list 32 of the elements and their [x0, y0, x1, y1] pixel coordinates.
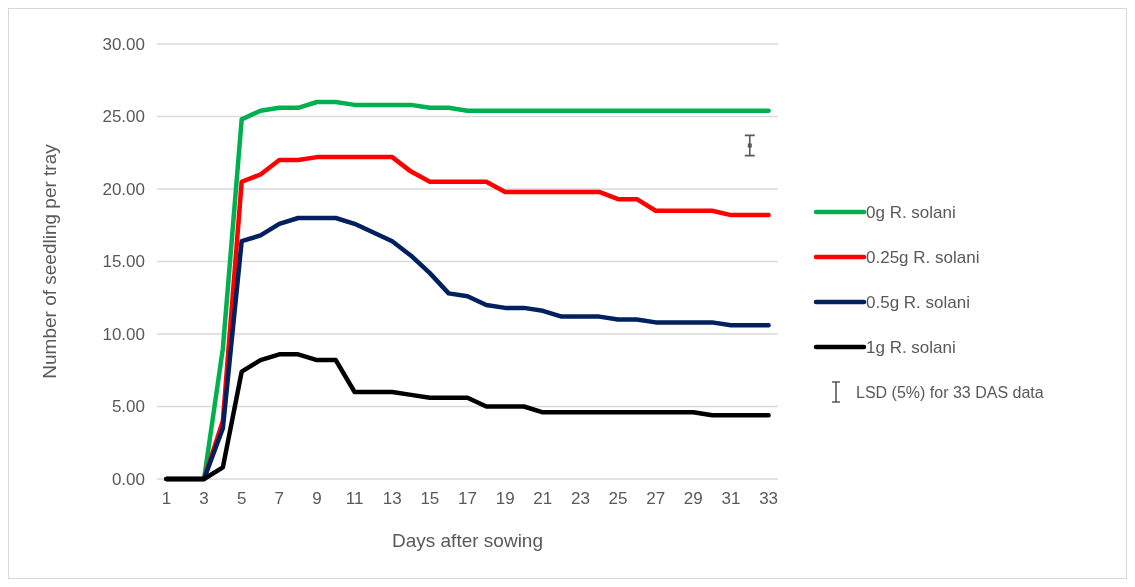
x-tick-label: 29 [683, 489, 703, 508]
x-tick-label: 17 [458, 489, 477, 508]
x-tick-label: 11 [345, 489, 364, 508]
x-tick-label: 3 [199, 489, 209, 508]
x-tick-label: 7 [274, 489, 285, 508]
x-tick-label: 9 [312, 489, 322, 508]
legend-label: LSD (5%) for 33 DAS data [856, 383, 1044, 401]
x-tick-label: 27 [646, 489, 666, 508]
x-tick-label: 13 [382, 489, 402, 508]
x-tick-label: 25 [608, 489, 628, 508]
y-axis-title: Number of seedling per tray [39, 143, 60, 379]
legend-label: 0.25g R. solani [866, 247, 980, 267]
x-tick-label: 21 [533, 489, 553, 508]
y-tick-label: 30.00 [102, 34, 145, 54]
legend-label: 0g R. solani [866, 202, 956, 222]
x-tick-label: 5 [236, 489, 247, 508]
x-tick-label: 15 [420, 489, 440, 508]
y-tick-label: 25.00 [102, 107, 145, 127]
x-tick-label: 1 [161, 489, 172, 508]
x-axis-title: Days after sowing [391, 530, 544, 551]
legend-label: 0.5g R. solani [866, 292, 970, 312]
x-tick-label: 23 [570, 489, 590, 508]
x-tick-label: 19 [495, 489, 515, 508]
x-tick-label: 33 [759, 489, 779, 508]
y-tick-label: 20.00 [102, 179, 145, 199]
y-tick-label: 0.00 [111, 469, 145, 489]
y-tick-label: 10.00 [102, 324, 145, 344]
y-tick-label: 15.00 [102, 252, 145, 272]
x-tick-label: 31 [721, 489, 741, 508]
line-series [164, 352, 771, 482]
legend-label: 1g R. solani [866, 337, 956, 357]
y-tick-label: 5.00 [111, 397, 145, 417]
